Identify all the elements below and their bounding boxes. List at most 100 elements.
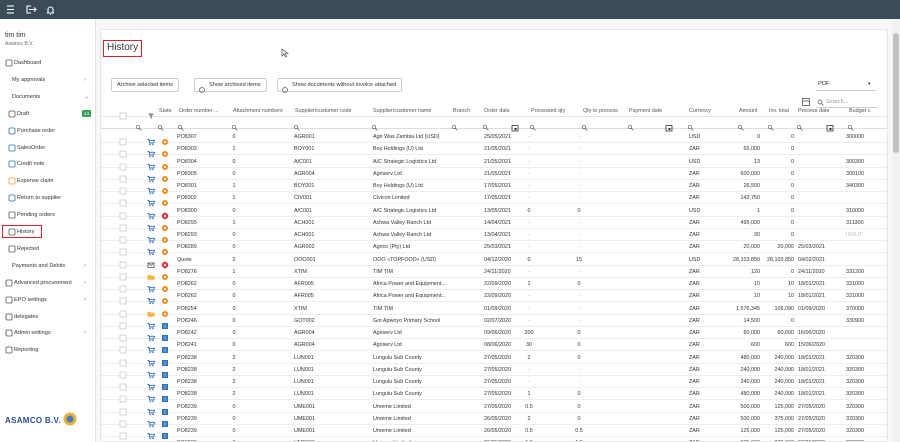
menu-icon: [8, 177, 16, 187]
column-header[interactable]: Supplier/customer name: [373, 107, 431, 115]
menu-item[interactable]: Draft: [17, 109, 29, 119]
table-cell: 0: [214, 205, 254, 217]
table-cell: 26/05/2020: [484, 413, 511, 425]
column-header[interactable]: Currency: [689, 107, 711, 115]
menu-item[interactable]: Dashboard: [14, 58, 41, 68]
user-name: tim tim: [5, 32, 26, 39]
table-cell: 25/03/2021: [798, 241, 825, 253]
menu-icon: [8, 144, 16, 154]
column-header[interactable]: Branch: [453, 107, 470, 115]
table-cell: 0: [559, 388, 599, 400]
column-header[interactable]: Qty to process: [583, 107, 618, 115]
menu-item[interactable]: Return to supplier: [17, 193, 61, 203]
scrollbar[interactable]: [892, 19, 900, 442]
table-cell: -: [559, 266, 599, 278]
table-cell: AGR004: [294, 327, 315, 339]
export-select[interactable]: PDF: [816, 78, 876, 91]
table-cell: PO8295: [177, 217, 197, 229]
column-header[interactable]: Attachment numbers: [233, 107, 283, 115]
menu-item[interactable]: My approvals: [12, 75, 45, 85]
menu-item[interactable]: Admin settings: [14, 328, 51, 338]
filter-search: [627, 119, 635, 137]
table-cell: 0: [559, 205, 599, 217]
column-header[interactable]: Inv. total: [769, 107, 789, 115]
menu-item[interactable]: Pending orders: [17, 210, 55, 220]
table-cell: GOT002: [294, 315, 315, 327]
table-cell: Got Apwoyo Primary School: [373, 315, 440, 327]
column-header[interactable]: Processed qty: [531, 107, 565, 115]
table-cell: A/C Strategic Logistics Ltd: [373, 156, 436, 168]
header-filter: [147, 107, 155, 125]
scroll-thumb[interactable]: [893, 33, 899, 153]
column-header[interactable]: Payment date: [629, 107, 662, 115]
table-cell: 0: [734, 266, 794, 278]
column-header[interactable]: Process date: [798, 107, 829, 115]
table-cell: Quote: [177, 254, 192, 266]
table-cell: TIM TIM: [373, 303, 393, 315]
table-cell: -: [559, 315, 599, 327]
menu-item[interactable]: EPO settings: [14, 295, 47, 305]
table-cell: 0: [509, 254, 549, 266]
table-cell: 0: [734, 229, 794, 241]
table-cell: 0.5: [559, 425, 599, 437]
table-cell: -: [559, 303, 599, 315]
column-header[interactable]: Order number ...: [179, 107, 219, 115]
table-cell: 21/05/2021: [484, 168, 511, 180]
table-cell: ACH001: [294, 217, 314, 229]
menu-item[interactable]: Advanced procurement: [14, 278, 72, 288]
table-cell: 01/09/2020: [484, 303, 511, 315]
menu-item[interactable]: Credit note: [17, 159, 44, 169]
table-cell: 28,103.850: [734, 254, 794, 266]
table-cell: 1.5: [509, 437, 549, 442]
table-cell: OOO «TOPFOOD» (USD): [373, 254, 436, 266]
menu-item[interactable]: Purchase order: [17, 126, 55, 136]
menu-icon: [5, 329, 13, 339]
menu-item[interactable]: SalesOrder: [17, 143, 45, 153]
table-cell: A/C Strategic Logistics Ltd: [373, 205, 436, 217]
table-cell: 375,000: [734, 437, 794, 442]
table-cell: PO8304: [177, 156, 197, 168]
menu-item[interactable]: Payments and Debits: [12, 261, 65, 271]
table-cell: 0: [559, 413, 599, 425]
table-cell: 600: [734, 339, 794, 351]
table-cell: 240,000: [734, 364, 794, 376]
table-cell: -: [509, 290, 549, 302]
table-cell: 13/04/2021: [484, 229, 511, 241]
column-header[interactable]: State: [159, 107, 172, 115]
header-checkbox: [119, 107, 127, 125]
table-cell: 22/09/2020: [484, 278, 511, 290]
columns-button[interactable]: [801, 97, 811, 107]
menu-item[interactable]: delegates: [14, 312, 38, 322]
table-cell: -: [559, 192, 599, 204]
table-cell: PO8293: [177, 229, 197, 241]
table-cell: Achwa Valley Ranch Ltd: [373, 217, 431, 229]
menu-item[interactable]: Expense claim: [17, 176, 53, 186]
table-cell: 0: [214, 131, 254, 143]
menu-icon-svg: [5, 59, 13, 67]
menu-icon: [8, 110, 16, 120]
column-header[interactable]: Budget c: [849, 107, 870, 115]
menu-item[interactable]: Reporting: [14, 345, 38, 355]
header-checkbox-svg: [119, 112, 127, 120]
menu-item[interactable]: Documents: [12, 92, 40, 102]
table-cell: 340300: [846, 180, 864, 192]
table-cell: Africa Power and Equipment...: [373, 290, 446, 302]
table-cell: PO8289: [177, 241, 197, 253]
table-cell: -: [559, 229, 599, 241]
content-panel: History Archive selected itemsShow archi…: [100, 29, 888, 442]
column-header[interactable]: Order date: [484, 107, 510, 115]
table-cell: 200: [509, 327, 549, 339]
column-header[interactable]: Supplier/customer code: [295, 107, 352, 115]
menu-icon: [5, 279, 13, 289]
menu-icon-svg: [5, 296, 13, 304]
toolbar-button[interactable]: Archive selected items: [111, 78, 179, 92]
table-cell: 22/09/2020: [484, 290, 511, 302]
menu-item[interactable]: Rejected: [17, 244, 39, 254]
table-cell: Agriserv Ltd: [373, 339, 402, 351]
table-cell: Agriserv Ltd: [373, 327, 402, 339]
toolbar-button[interactable]: Show documents without invoice attached: [277, 78, 402, 92]
column-header[interactable]: Amount: [739, 107, 758, 115]
table-cell: PO8254: [177, 303, 197, 315]
table-cell: 60,000: [734, 327, 794, 339]
table-cell: ZAR: [689, 352, 700, 364]
